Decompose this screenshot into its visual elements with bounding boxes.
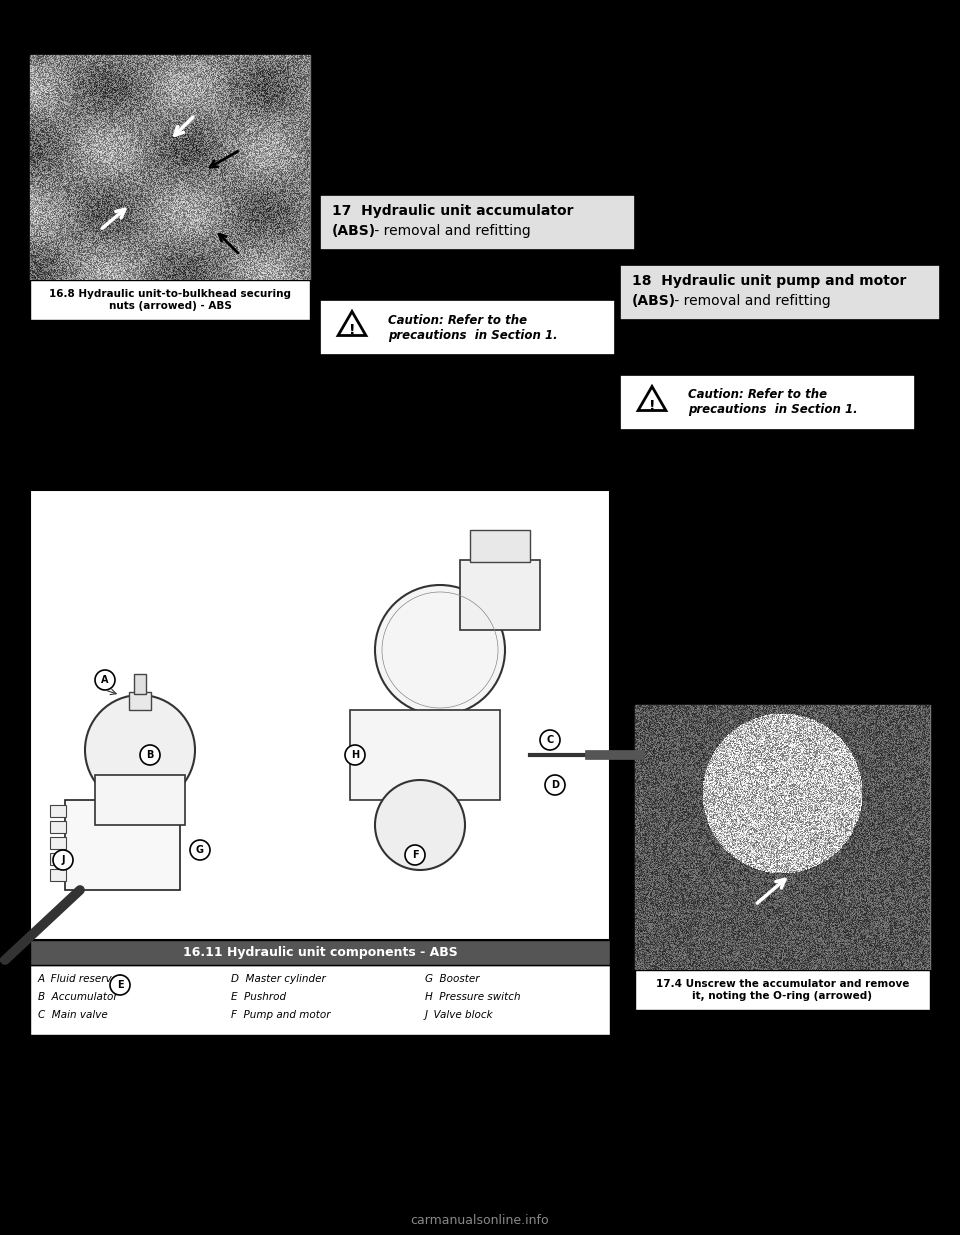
Text: F: F <box>412 850 419 860</box>
Bar <box>129 692 151 710</box>
Bar <box>30 490 610 940</box>
Bar <box>50 821 66 832</box>
Bar <box>50 837 66 848</box>
Bar <box>470 530 530 562</box>
Text: G  Booster: G Booster <box>424 974 479 984</box>
Bar <box>320 195 635 249</box>
Text: H  Pressure switch: H Pressure switch <box>424 992 520 1002</box>
Text: B: B <box>146 750 154 760</box>
Bar <box>635 969 930 1010</box>
Text: - removal and refitting: - removal and refitting <box>670 294 830 308</box>
Polygon shape <box>638 387 666 410</box>
Bar <box>65 800 180 890</box>
Circle shape <box>540 730 560 750</box>
Text: C  Main valve: C Main valve <box>38 1010 108 1020</box>
Bar <box>50 805 66 818</box>
Text: D  Master cylinder: D Master cylinder <box>231 974 326 984</box>
Text: E: E <box>117 981 123 990</box>
Text: Caution: Refer to the
precautions  in Section 1.: Caution: Refer to the precautions in Sec… <box>388 314 558 342</box>
Text: G: G <box>196 845 204 855</box>
Bar <box>320 300 615 354</box>
Bar <box>50 853 66 864</box>
Text: D: D <box>551 781 559 790</box>
Text: A  Fluid reservoir: A Fluid reservoir <box>38 974 126 984</box>
Text: - removal and refitting: - removal and refitting <box>370 224 531 238</box>
Bar <box>30 965 610 1035</box>
Text: !: ! <box>348 324 355 337</box>
Bar <box>635 705 930 969</box>
Circle shape <box>85 695 195 805</box>
Text: 18  Hydraulic unit pump and motor: 18 Hydraulic unit pump and motor <box>632 274 906 288</box>
Text: J: J <box>61 855 64 864</box>
Bar <box>30 56 310 280</box>
Bar <box>350 710 500 800</box>
Text: B  Accumulator: B Accumulator <box>38 992 118 1002</box>
Bar <box>134 674 146 694</box>
Text: F  Pump and motor: F Pump and motor <box>231 1010 331 1020</box>
Text: A: A <box>101 676 108 685</box>
Bar <box>50 869 66 881</box>
Text: 16.8 Hydraulic unit-to-bulkhead securing
nuts (arrowed) - ABS: 16.8 Hydraulic unit-to-bulkhead securing… <box>49 289 291 311</box>
Bar <box>620 266 940 320</box>
Text: C: C <box>546 735 554 745</box>
Circle shape <box>95 671 115 690</box>
Circle shape <box>375 781 465 869</box>
Circle shape <box>405 845 425 864</box>
Text: 16.11 Hydraulic unit components - ABS: 16.11 Hydraulic unit components - ABS <box>182 946 457 960</box>
Circle shape <box>345 745 365 764</box>
Text: 17.4 Unscrew the accumulator and remove
it, noting the O-ring (arrowed): 17.4 Unscrew the accumulator and remove … <box>656 979 909 1000</box>
Bar <box>30 940 610 965</box>
Circle shape <box>140 745 160 764</box>
Bar <box>30 280 310 320</box>
Circle shape <box>110 974 130 995</box>
Text: carmanualsonline.info: carmanualsonline.info <box>411 1214 549 1226</box>
Bar <box>620 375 915 430</box>
Text: H: H <box>351 750 359 760</box>
Bar <box>95 776 185 825</box>
Circle shape <box>545 776 565 795</box>
Circle shape <box>190 840 210 860</box>
Text: !: ! <box>649 399 656 412</box>
Text: J  Valve block: J Valve block <box>424 1010 493 1020</box>
Bar <box>460 559 540 630</box>
Text: (ABS): (ABS) <box>632 294 676 308</box>
Polygon shape <box>338 311 366 336</box>
Text: (ABS): (ABS) <box>332 224 376 238</box>
Text: Caution: Refer to the
precautions  in Section 1.: Caution: Refer to the precautions in Sec… <box>688 389 857 416</box>
Circle shape <box>53 850 73 869</box>
Circle shape <box>375 585 505 715</box>
Text: E  Pushrod: E Pushrod <box>231 992 286 1002</box>
Text: 17  Hydraulic unit accumulator: 17 Hydraulic unit accumulator <box>332 204 573 219</box>
